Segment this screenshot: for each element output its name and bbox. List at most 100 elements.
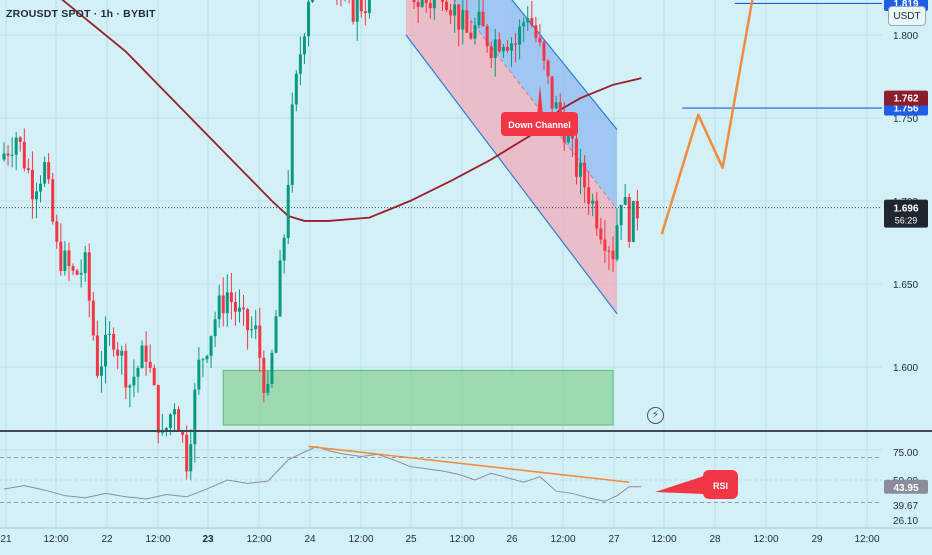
candle-body (599, 228, 603, 240)
candle (148, 344, 152, 373)
projection-path (660, 0, 754, 235)
candle (55, 214, 59, 249)
candle (71, 263, 75, 276)
candle (99, 351, 103, 393)
rsi-line (3, 445, 642, 502)
candle-body (412, 0, 416, 3)
candle (79, 259, 83, 288)
time-tick-label: 12:00 (43, 534, 68, 545)
candle-body (290, 104, 294, 185)
candle-body (286, 184, 290, 238)
candle (152, 364, 156, 386)
candle-body (55, 221, 59, 242)
candle (526, 5, 530, 31)
candle (469, 20, 473, 40)
candle-body (497, 39, 501, 52)
candle (631, 200, 635, 243)
candle-body (209, 336, 213, 356)
candle-body (237, 307, 241, 312)
candle (501, 43, 505, 58)
candle (574, 132, 578, 185)
flash-icon[interactable]: ⚡ (647, 407, 664, 424)
candle (355, 0, 359, 41)
candle-body (116, 349, 120, 356)
candle-body (152, 367, 156, 386)
time-tick-label: 12:00 (854, 534, 879, 545)
candle (298, 36, 302, 86)
candle (481, 0, 485, 27)
candle-body (14, 137, 18, 155)
candle (302, 33, 306, 65)
candle (108, 321, 112, 346)
ma-price-tag: 1.762 (893, 94, 918, 105)
candle (120, 345, 124, 375)
candle (344, 0, 346, 2)
candle (51, 172, 55, 225)
candle-body (603, 239, 607, 251)
candle (424, 0, 428, 13)
candle-body (477, 11, 481, 26)
candle-body (39, 183, 43, 192)
time-tick-label: 12:00 (651, 534, 676, 545)
candle (10, 137, 14, 168)
candle (412, 0, 416, 10)
time-tick-label: 29 (811, 534, 823, 545)
candle-body (128, 385, 132, 388)
candle-body (99, 366, 103, 376)
candle (428, 0, 432, 19)
candle (140, 340, 144, 369)
candle-body (79, 273, 83, 275)
candle-body (294, 73, 298, 105)
candle-body (489, 46, 493, 59)
candle-body (623, 197, 627, 205)
candle-body (266, 383, 270, 393)
candle (233, 292, 237, 326)
candle (67, 242, 71, 282)
candle (449, 3, 453, 25)
candle (229, 273, 233, 320)
candle (635, 189, 639, 231)
candle-body (201, 359, 205, 361)
currency-badge[interactable]: USDT (888, 6, 926, 26)
candle-body (91, 300, 95, 336)
candle-body (510, 43, 513, 51)
candle (615, 208, 619, 262)
candle-body (518, 26, 522, 45)
current-price-tag: 1.696 (893, 204, 918, 215)
candle (453, 0, 457, 33)
candle-body (246, 309, 250, 331)
candle (26, 158, 30, 174)
time-tick-label: 27 (608, 534, 620, 545)
candle (278, 250, 282, 317)
candle (221, 277, 225, 327)
time-tick-label: 12:00 (550, 534, 575, 545)
candle-body (185, 434, 189, 472)
candle-body (416, 2, 420, 7)
candle (213, 311, 217, 347)
candle-body (583, 162, 587, 188)
candle (59, 223, 63, 276)
candle-body (558, 102, 562, 119)
candle-body (177, 409, 181, 432)
candle (595, 191, 599, 236)
candle (363, 0, 367, 26)
candle-body (254, 325, 258, 330)
candle (619, 204, 623, 241)
candle (181, 429, 185, 443)
candle (530, 0, 534, 28)
candle (359, 0, 363, 18)
candle (282, 234, 286, 274)
candle (160, 413, 164, 436)
candle (201, 357, 205, 378)
candle (477, 0, 481, 28)
candle (217, 284, 221, 328)
down-channel-pointer (535, 84, 545, 136)
candle (270, 349, 274, 388)
candle-body (595, 200, 599, 229)
candle-body (213, 319, 217, 337)
candle-body (351, 0, 355, 22)
candle (34, 182, 38, 219)
candle (623, 184, 627, 206)
